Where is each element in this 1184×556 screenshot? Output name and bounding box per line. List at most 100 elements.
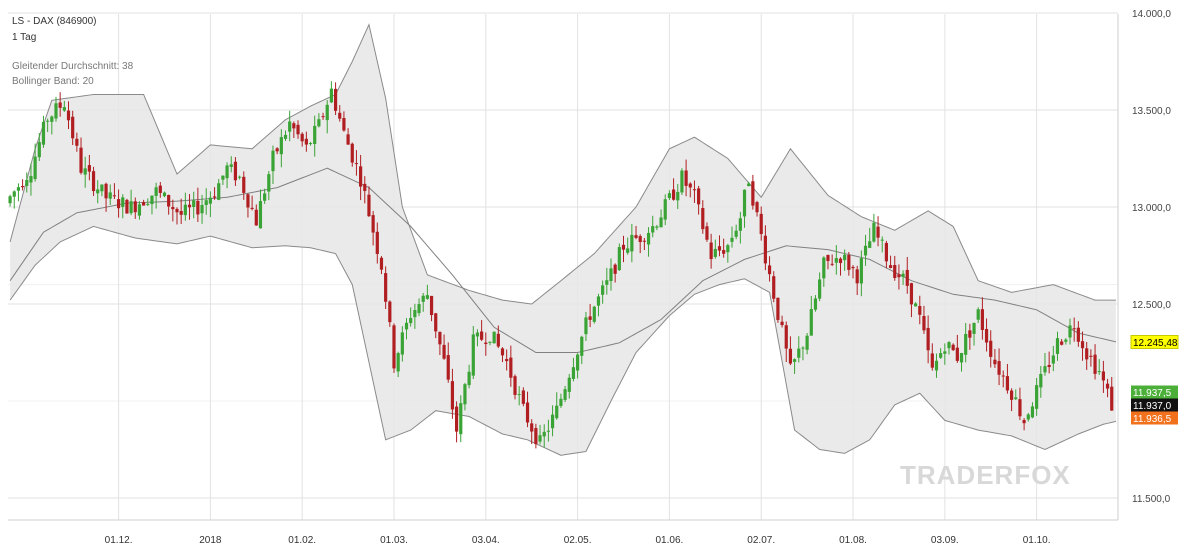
candle-body [968,330,972,338]
candle-body [530,423,534,432]
candle-body [142,202,146,206]
candle-body [813,298,818,310]
candle-body [66,110,71,121]
candle-body [964,333,968,355]
candle-body [901,273,905,277]
candle-body [863,245,868,256]
candle-body [893,264,897,278]
candle-body [692,189,697,191]
candle-body [258,201,263,229]
ma38-line [9,167,1117,353]
candle-body [162,192,167,197]
candle-body [41,121,46,145]
candle-body [646,232,651,245]
candle-body [563,389,567,400]
candle-body [767,265,772,275]
candle-body [1064,339,1068,342]
candle-body [37,142,41,158]
candle-body [667,193,672,199]
candle-body [776,297,780,320]
candle-body [805,335,809,350]
candle-body [75,138,79,146]
candle-body [496,333,500,347]
candle-body [838,258,843,264]
candle-body [434,313,438,332]
candle-body [33,156,37,179]
candle-body [726,245,730,253]
price-label-ask-bg [1131,411,1178,425]
y-tick-label: 13.500,0 [1132,106,1171,117]
candle-body [567,377,571,392]
moving-average [9,167,1117,353]
candle-body [914,303,918,307]
candle-body [755,202,759,213]
candle-body [609,268,613,282]
indicator-bb-label: Bollinger Band: 20 [12,76,94,87]
candle-body [467,371,471,386]
candle-body [897,274,901,278]
candle-body [359,166,363,187]
x-tick-label: 01.03. [380,535,408,546]
candle-body [250,207,254,209]
candle-body [179,210,183,215]
candle-body [922,315,926,331]
candle-body [246,194,250,208]
candle-body [413,310,417,318]
candle-body [1055,338,1060,354]
x-tick-label: 01.02. [288,535,316,546]
candle-body [1005,376,1010,391]
candle-body [555,405,559,419]
candle-body [50,116,54,122]
candle-body [934,360,939,371]
candle-body [751,181,755,206]
candle-body [584,317,588,335]
candle-body [396,353,400,372]
candle-body [525,402,530,423]
candle-body [1014,397,1018,400]
candle-body [855,269,859,284]
candle-body [676,191,680,201]
candle-body [225,165,229,179]
candle-body [275,148,279,152]
candle-body [409,318,413,324]
candle-body [425,295,429,299]
candle-body [187,204,192,208]
candle-body [747,183,751,187]
candle-body [116,199,121,209]
candle-body [1001,375,1005,377]
candle-body [801,347,805,349]
price-label-bid: 11.937,5 [1133,388,1172,399]
candle-body [475,332,480,337]
candle-body [826,254,830,262]
candle-body [112,195,117,197]
candle-body [296,124,300,135]
candle-body [325,104,329,121]
candle-body [87,165,91,172]
x-tick-label: 01.10. [1023,535,1051,546]
candle-body [868,241,872,248]
candle-body [1026,414,1030,420]
candle-body [438,331,442,345]
candle-body [367,194,371,217]
candle-body [254,209,258,226]
candle-body [321,116,325,118]
candle-body [237,176,242,178]
candle-body [984,328,989,343]
candle-body [872,222,876,242]
candle-body [972,322,976,334]
candle-body [843,254,847,261]
candle-body [58,102,62,108]
candle-body [79,147,83,173]
candle-body [546,430,550,432]
candle-body [939,353,943,358]
candle-body [876,226,880,238]
y-tick-label: 11.500,0 [1132,494,1171,505]
candle-body [375,231,379,254]
candle-body [1009,390,1014,400]
candle-body [167,195,171,207]
candle-body [480,331,484,340]
candle-body [317,119,321,127]
candle-body [175,208,179,213]
candle-body [283,134,288,139]
candle-body [221,175,225,180]
